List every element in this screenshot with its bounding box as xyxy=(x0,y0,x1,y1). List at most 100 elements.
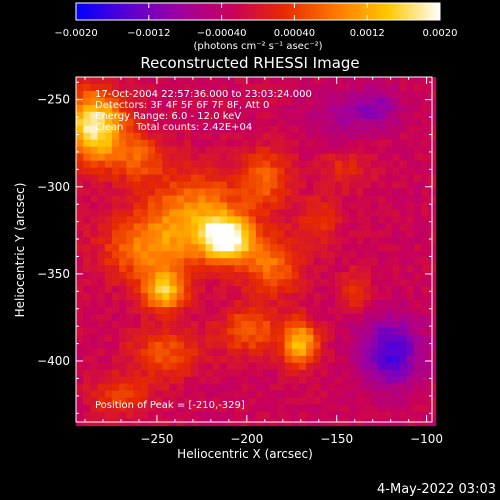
heatmap-cell xyxy=(262,202,271,211)
heatmap-cell xyxy=(126,265,135,273)
heatmap-cell xyxy=(399,153,408,162)
heatmap-cell xyxy=(306,237,314,245)
heatmap-cell xyxy=(76,307,84,315)
heatmap-cell xyxy=(147,348,156,357)
heatmap-cell xyxy=(406,279,415,287)
heatmap-cell xyxy=(313,174,322,183)
heatmap-cell xyxy=(133,397,142,406)
heatmap-cell xyxy=(147,307,156,315)
heatmap-cell xyxy=(219,397,228,406)
heatmap-cell xyxy=(119,97,127,106)
heatmap-cell xyxy=(191,244,199,252)
heatmap-cell xyxy=(262,376,271,385)
heatmap-cell xyxy=(378,279,386,287)
heatmap-cell xyxy=(421,334,429,343)
heatmap-cell xyxy=(162,230,171,238)
heatmap-cell xyxy=(140,265,149,273)
heatmap-cell xyxy=(320,139,329,148)
x-tick-label: −250 xyxy=(140,432,173,446)
heatmap-cell xyxy=(313,307,322,315)
heatmap-cell xyxy=(306,160,314,169)
heatmap-cell xyxy=(183,139,192,148)
heatmap-cell xyxy=(378,146,386,155)
heatmap-cell xyxy=(183,104,192,113)
heatmap-cell xyxy=(198,307,207,315)
heatmap-cell xyxy=(291,230,300,238)
heatmap-cell xyxy=(349,132,358,141)
heatmap-cell xyxy=(270,258,278,266)
heatmap-cell xyxy=(155,376,163,385)
heatmap-cell xyxy=(334,272,343,280)
heatmap-cell xyxy=(356,404,365,413)
heatmap-cell xyxy=(421,286,429,294)
heatmap-cell xyxy=(97,300,106,308)
heatmap-cell xyxy=(349,244,358,252)
heatmap-cell xyxy=(255,307,264,315)
heatmap-cell xyxy=(169,341,178,350)
heatmap-cell xyxy=(327,355,336,364)
heatmap-cell xyxy=(205,362,214,371)
heatmap-cell xyxy=(349,188,358,197)
heatmap-cell xyxy=(126,348,135,357)
heatmap-cell xyxy=(155,174,163,183)
heatmap-cell xyxy=(155,90,163,99)
heatmap-cell xyxy=(370,125,379,134)
heatmap-cell xyxy=(198,320,207,329)
heatmap-cell xyxy=(111,355,120,364)
heatmap-cell xyxy=(234,139,243,148)
heatmap-cell xyxy=(104,216,113,224)
heatmap-cell xyxy=(162,77,171,85)
heatmap-cell xyxy=(76,327,84,336)
heatmap-cell xyxy=(83,320,91,329)
heatmap-cell xyxy=(378,258,386,266)
heatmap-cell xyxy=(133,383,142,392)
heatmap-cell xyxy=(227,118,235,127)
heatmap-cell xyxy=(414,362,422,371)
heatmap-cell xyxy=(291,118,300,127)
heatmap-cell xyxy=(406,216,415,224)
heatmap-cell xyxy=(227,125,235,134)
heatmap-cell xyxy=(334,104,343,113)
heatmap-cell xyxy=(356,174,365,183)
heatmap-cell xyxy=(241,313,250,322)
heatmap-cell xyxy=(76,334,84,343)
heatmap-cell xyxy=(191,188,199,197)
heatmap-cell xyxy=(313,383,322,392)
heatmap-cell xyxy=(97,153,106,162)
heatmap-cell xyxy=(119,153,127,162)
heatmap-cell xyxy=(342,244,350,252)
heatmap-cell xyxy=(140,320,149,329)
heatmap-cell xyxy=(241,279,250,287)
heatmap-cell xyxy=(76,362,84,371)
heatmap-cell xyxy=(421,83,429,92)
heatmap-cell xyxy=(327,341,336,350)
heatmap-cell xyxy=(349,104,358,113)
heatmap-cell xyxy=(370,160,379,169)
heatmap-cell xyxy=(320,90,329,99)
heatmap-cell xyxy=(399,174,408,183)
heatmap-cell xyxy=(212,237,221,245)
heatmap-cell xyxy=(83,118,91,127)
heatmap-cell xyxy=(298,265,307,273)
heatmap-cell xyxy=(370,146,379,155)
heatmap-cell xyxy=(126,174,135,183)
heatmap-cell xyxy=(111,279,120,287)
heatmap-cell xyxy=(421,167,429,176)
heatmap-cell xyxy=(119,209,127,217)
heatmap-cell xyxy=(356,244,365,252)
heatmap-cell xyxy=(378,174,386,183)
heatmap-cell xyxy=(270,355,278,364)
heatmap-cell xyxy=(327,383,336,392)
heatmap-cell xyxy=(212,272,221,280)
heatmap-cell xyxy=(205,348,214,357)
heatmap-cell xyxy=(162,209,171,217)
heatmap-cell xyxy=(162,244,171,252)
heatmap-cell xyxy=(298,90,307,99)
heatmap-cell xyxy=(284,258,293,266)
heatmap-cell xyxy=(83,195,91,204)
heatmap-cell xyxy=(414,286,422,294)
heatmap-cell xyxy=(191,320,199,329)
heatmap-cell xyxy=(406,202,415,211)
heatmap-cell xyxy=(162,272,171,280)
heatmap-cell xyxy=(385,244,394,252)
